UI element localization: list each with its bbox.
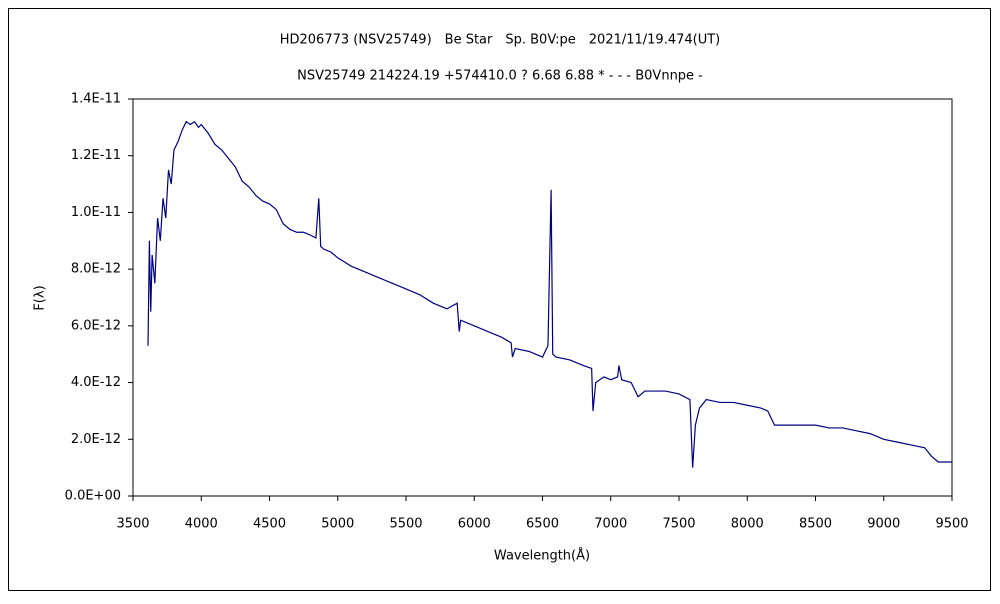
chart-border — [8, 8, 991, 591]
y-tick-label: 1.0E-11 — [71, 205, 121, 220]
x-tick-label: 8000 — [731, 517, 764, 532]
x-tick-label: 7500 — [662, 517, 695, 532]
chart-title: HD206773 (NSV25749) Be Star Sp. B0V:pe 2… — [280, 33, 721, 48]
y-tick-label: 6.0E-12 — [71, 318, 121, 333]
x-tick-label: 5000 — [321, 517, 354, 532]
x-tick-label: 7000 — [594, 517, 627, 532]
x-tick-label: 8500 — [799, 517, 832, 532]
x-tick-label: 4500 — [253, 517, 286, 532]
y-tick-label: 1.4E-11 — [71, 92, 121, 107]
x-axis-label: Wavelength(Å) — [494, 548, 590, 564]
x-tick-label: 6000 — [458, 517, 491, 532]
x-tick-label: 3500 — [116, 517, 149, 532]
y-tick-label: 2.0E-12 — [71, 432, 121, 447]
y-tick-label: 1.2E-11 — [71, 148, 121, 163]
x-tick-label: 5500 — [389, 517, 422, 532]
y-tick-label: 4.0E-12 — [71, 375, 121, 390]
y-tick-label: 0.0E+00 — [65, 489, 121, 504]
x-tick-label: 4000 — [185, 517, 218, 532]
chart-subtitle: NSV25749 214224.19 +574410.0 ? 6.68 6.88… — [297, 69, 703, 84]
x-tick-label: 9500 — [935, 517, 968, 532]
spectrum-line — [147, 120, 952, 468]
y-tick-label: 8.0E-12 — [71, 262, 121, 277]
x-tick-label: 9000 — [867, 517, 900, 532]
y-axis-label: F(λ) — [33, 285, 48, 310]
x-tick-label: 6500 — [526, 517, 559, 532]
